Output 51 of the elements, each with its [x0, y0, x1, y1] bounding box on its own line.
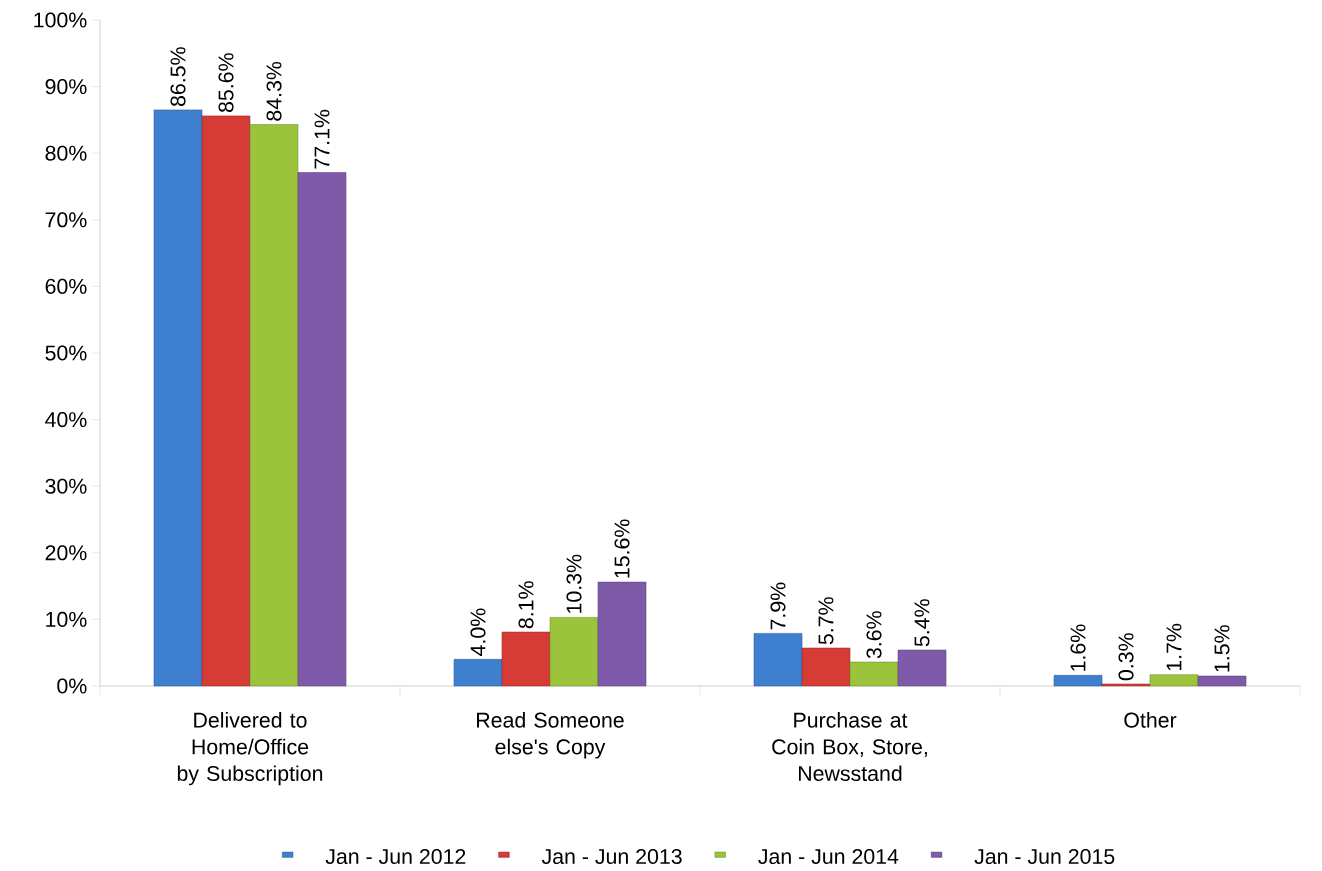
- y-tick-label: 0%: [57, 678, 87, 694]
- data-label: 10.3%: [566, 554, 582, 613]
- bar: [801, 647, 851, 687]
- y-tick-label: 100%: [34, 12, 87, 28]
- legend-label: Jan - Jun 2014: [758, 848, 899, 864]
- data-label: 1.6%: [1070, 624, 1086, 671]
- y-tick-label: 40%: [45, 411, 87, 428]
- y-tick-label: 90%: [45, 78, 87, 95]
- data-label: 15.6%: [614, 519, 630, 578]
- bar: [453, 659, 503, 687]
- x-tick-label: Delivered to Home/Office by Subscription: [177, 711, 323, 786]
- bar: [297, 172, 347, 687]
- data-label: 1.5%: [1214, 625, 1230, 672]
- bar: [501, 631, 551, 687]
- y-tick-label: 70%: [45, 212, 87, 228]
- legend-label: Jan - Jun 2012: [325, 848, 466, 864]
- bar: [1197, 675, 1247, 687]
- data-label: 8.1%: [518, 581, 534, 629]
- data-label: 3.6%: [866, 611, 882, 659]
- y-tick-label: 60%: [45, 278, 87, 294]
- data-label: 84.3%: [266, 61, 282, 121]
- data-label: 0.3%: [1118, 633, 1134, 681]
- bar: [897, 649, 947, 687]
- bar: [753, 633, 803, 687]
- y-tick-label: 30%: [45, 478, 87, 494]
- bar: [153, 109, 203, 687]
- data-label: 4.0%: [470, 608, 486, 656]
- bar: [1053, 674, 1103, 687]
- bar: [549, 617, 599, 687]
- data-label: 7.9%: [770, 582, 786, 630]
- legend-label: Jan - Jun 2015: [974, 848, 1115, 864]
- data-label: 5.4%: [914, 599, 930, 647]
- y-tick-label: 50%: [45, 345, 87, 361]
- data-label: 86.5%: [170, 47, 186, 106]
- bar: [1101, 683, 1151, 687]
- bar: [597, 581, 647, 687]
- data-label: 5.7%: [818, 597, 834, 645]
- y-tick-label: 20%: [45, 545, 87, 561]
- bar: [249, 124, 299, 687]
- bar: [849, 661, 899, 687]
- y-tick-label: 10%: [46, 611, 87, 627]
- data-label: 77.1%: [314, 109, 330, 169]
- data-label: 1.7%: [1166, 623, 1182, 671]
- bar: [1149, 674, 1199, 687]
- legend-label: Jan - Jun 2013: [541, 848, 682, 864]
- x-tick-label: Read Someone else's Copy: [477, 711, 624, 759]
- x-tick-label: Purchase at Coin Box, Store, Newsstand: [772, 711, 927, 781]
- bar: [201, 115, 251, 687]
- y-tick-label: 80%: [45, 145, 87, 161]
- data-label: 85.6%: [218, 53, 234, 112]
- x-tick-label: Other: [1124, 711, 1177, 728]
